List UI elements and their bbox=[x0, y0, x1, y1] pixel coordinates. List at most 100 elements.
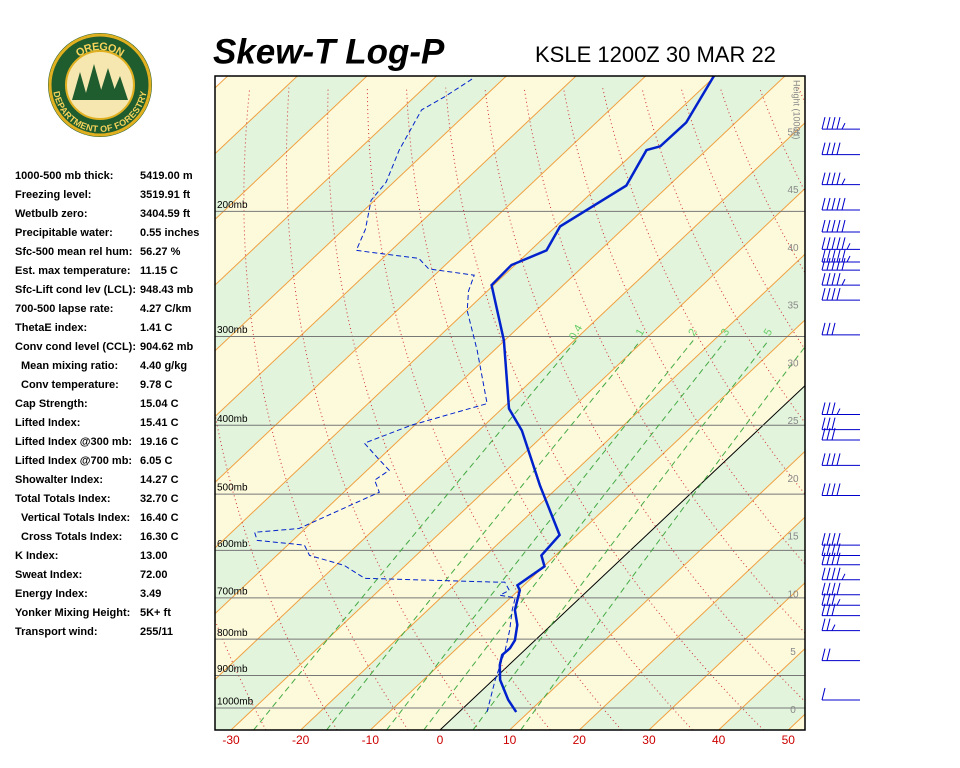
barb-feather bbox=[836, 172, 841, 185]
isotherm bbox=[215, 76, 646, 483]
dry-adiabat bbox=[215, 410, 338, 730]
index-value: 4.40 g/kg bbox=[140, 360, 187, 372]
dry-adiabat bbox=[484, 87, 805, 703]
index-value: 72.00 bbox=[140, 569, 168, 581]
x-tick-label: -20 bbox=[292, 733, 310, 747]
barb-feather bbox=[836, 408, 841, 415]
barb-feather bbox=[841, 278, 846, 286]
index-label: Precipitable water: bbox=[15, 227, 113, 239]
logo-center bbox=[65, 50, 135, 120]
barb-feather bbox=[836, 219, 841, 233]
index-value: 9.78 C bbox=[140, 379, 172, 391]
barb-feather bbox=[821, 172, 826, 185]
barb-feather bbox=[836, 483, 841, 496]
index-label: Cross Totals Index: bbox=[21, 531, 122, 543]
barb-feather bbox=[836, 543, 841, 556]
x-tick-label: 30 bbox=[642, 733, 656, 747]
dry-adiabat bbox=[366, 87, 622, 730]
barb-feather bbox=[821, 543, 826, 556]
barb-feather bbox=[831, 543, 836, 556]
barb-feather bbox=[836, 249, 841, 263]
wind-barb bbox=[821, 453, 860, 466]
index-label: Sfc-Lift cond lev (LCL): bbox=[15, 284, 136, 296]
barb-feather bbox=[836, 533, 841, 546]
wind-barb bbox=[821, 543, 860, 557]
barb-feather bbox=[826, 543, 831, 556]
index-label: Est. max temperature: bbox=[15, 265, 131, 277]
index-label: Sweat Index: bbox=[15, 569, 82, 581]
barb-feather bbox=[836, 552, 841, 565]
isotherm bbox=[215, 76, 716, 549]
barb-feather bbox=[821, 533, 826, 546]
barb-feather bbox=[846, 255, 851, 263]
y2-tick-label: 45 bbox=[787, 185, 799, 196]
mixing-ratio-label: 8 bbox=[803, 327, 816, 338]
barb-feather bbox=[836, 142, 841, 155]
barb-feather bbox=[831, 453, 836, 466]
x-tick-label: -30 bbox=[222, 733, 240, 747]
mixing-ratio-line bbox=[326, 340, 641, 730]
mixing-ratio-label: 5 bbox=[762, 327, 775, 338]
wind-barb bbox=[821, 483, 860, 496]
wind-barb bbox=[821, 427, 860, 441]
barb-feather bbox=[821, 273, 826, 286]
dry-adiabat bbox=[286, 87, 480, 730]
barb-feather bbox=[836, 237, 841, 250]
wind-barb bbox=[821, 273, 860, 286]
barb-feather bbox=[821, 593, 826, 606]
profile-line bbox=[490, 76, 715, 713]
wind-barb bbox=[821, 687, 860, 701]
isotherm bbox=[215, 76, 368, 221]
logo-border bbox=[48, 33, 152, 137]
index-value: 13.00 bbox=[140, 550, 168, 562]
barb-feather bbox=[831, 402, 836, 415]
index-label: Vertical Totals Index: bbox=[21, 512, 130, 524]
overlay: 1000mb 900mb 800mb 700mb 600mb 500mb 400mb 300m… bbox=[217, 80, 860, 747]
index-value: 255/11 bbox=[140, 626, 173, 638]
wind-barb bbox=[821, 552, 860, 566]
barb-feather bbox=[826, 249, 831, 263]
y-tick-label: 500mb bbox=[217, 483, 248, 494]
barb-feather bbox=[826, 172, 831, 185]
wind-barb bbox=[821, 417, 860, 431]
barb-feather bbox=[821, 603, 826, 616]
barb-feather bbox=[826, 197, 831, 211]
barb-feather bbox=[836, 117, 841, 130]
y2-tick-label: 35 bbox=[787, 301, 799, 312]
isotherm bbox=[215, 76, 577, 418]
dry-adiabat bbox=[877, 88, 960, 730]
index-value: 14.27 C bbox=[140, 474, 179, 486]
barb-feather bbox=[831, 322, 836, 335]
isotherm bbox=[215, 76, 438, 286]
wind-barb bbox=[821, 257, 860, 271]
x-tick-label: 0 bbox=[437, 733, 444, 747]
barb-feather bbox=[821, 552, 826, 565]
barb-feather bbox=[831, 197, 836, 211]
barb-feather bbox=[841, 257, 846, 271]
y2-axis-title: Height (1000ft) bbox=[792, 80, 802, 140]
barb-feather bbox=[826, 417, 831, 430]
index-label: Total Totals Index: bbox=[15, 493, 111, 505]
barb-feather bbox=[821, 417, 826, 430]
index-value: 1.41 C bbox=[140, 322, 172, 334]
barb-feather bbox=[831, 603, 836, 616]
y-tick-label: 900mb bbox=[217, 664, 248, 675]
index-value: 3.49 bbox=[140, 588, 161, 600]
index-label: Lifted Index: bbox=[15, 417, 80, 429]
y2-tick-label: 50 bbox=[787, 127, 799, 138]
y-tick-label: 400mb bbox=[217, 414, 248, 425]
barb-feather bbox=[821, 483, 826, 496]
isotherm bbox=[787, 713, 805, 730]
barb-feather bbox=[821, 567, 826, 580]
index-value: 56.27 % bbox=[140, 246, 181, 258]
barb-feather bbox=[826, 603, 831, 616]
barb-feather bbox=[831, 142, 836, 155]
barb-feather bbox=[826, 142, 831, 155]
barb-feather bbox=[826, 593, 831, 606]
barb-feather bbox=[836, 598, 841, 606]
logo-top: OREGON bbox=[74, 41, 126, 60]
index-value: 5419.00 m bbox=[140, 170, 193, 182]
barb-feather bbox=[821, 402, 826, 415]
